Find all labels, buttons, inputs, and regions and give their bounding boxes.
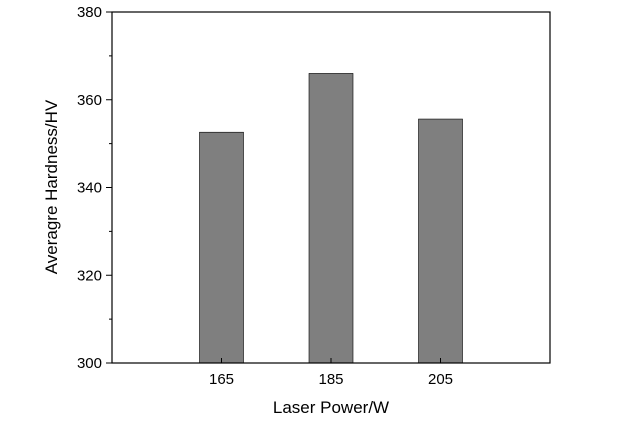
- y-tick-label: 380: [77, 4, 102, 21]
- bar-165: [199, 131, 244, 364]
- bar-205: [418, 118, 463, 364]
- bar-185: [308, 73, 354, 364]
- bars-group: [199, 73, 463, 364]
- y-tick-label: 340: [77, 180, 102, 197]
- y-tick-label: 300: [77, 355, 102, 372]
- x-tick-label: 185: [318, 371, 343, 388]
- y-axis-title: Averagre Hardness/HV: [42, 99, 61, 274]
- y-tick-label: 320: [77, 267, 102, 284]
- y-axis-ticks: 300 320 340 360 380: [77, 4, 112, 372]
- y-tick-label: 360: [77, 92, 102, 109]
- x-tick-label: 165: [209, 371, 234, 388]
- x-tick-label: 205: [428, 371, 453, 388]
- x-axis-ticks: 165 185 205: [209, 358, 453, 388]
- x-axis-title: Laser Power/W: [273, 398, 389, 417]
